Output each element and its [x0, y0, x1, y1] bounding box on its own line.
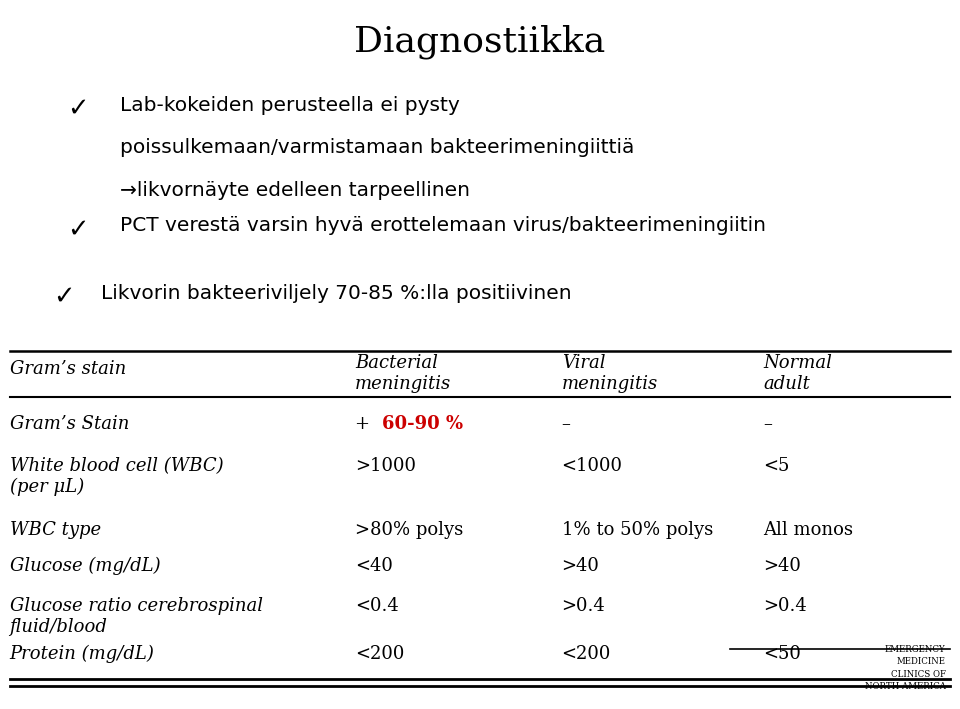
Text: 1% to 50% polys: 1% to 50% polys: [562, 521, 713, 539]
Text: poissulkemaan/varmistamaan bakteerimeningiittiä: poissulkemaan/varmistamaan bakteerimenin…: [120, 138, 635, 157]
Text: 60-90 %: 60-90 %: [382, 415, 464, 432]
Text: Protein (mg/dL): Protein (mg/dL): [10, 645, 155, 664]
Text: >0.4: >0.4: [763, 597, 807, 615]
Text: →likvornäyte edelleen tarpeellinen: →likvornäyte edelleen tarpeellinen: [120, 181, 470, 200]
Text: Likvorin bakteeriviljely 70-85 %:lla positiivinen: Likvorin bakteeriviljely 70-85 %:lla pos…: [101, 284, 571, 303]
Text: Viral
meningitis: Viral meningitis: [562, 354, 658, 393]
Text: <200: <200: [562, 645, 611, 663]
Text: Bacterial
meningitis: Bacterial meningitis: [355, 354, 451, 393]
Text: ✓: ✓: [67, 96, 89, 122]
Text: EMERGENCY
MEDICINE
CLINICS OF
NORTH AMERICA: EMERGENCY MEDICINE CLINICS OF NORTH AMER…: [865, 644, 946, 691]
Text: WBC type: WBC type: [10, 521, 101, 539]
Text: <50: <50: [763, 645, 801, 663]
Text: –: –: [562, 415, 570, 432]
Text: >40: >40: [763, 557, 801, 574]
Text: +: +: [355, 415, 376, 432]
Text: >80% polys: >80% polys: [355, 521, 464, 539]
Text: Diagnostiikka: Diagnostiikka: [354, 25, 606, 60]
Text: <40: <40: [355, 557, 393, 574]
Text: Gram’s stain: Gram’s stain: [10, 360, 126, 378]
Text: PCT verestä varsin hyvä erottelemaan virus/bakteerimeningiitin: PCT verestä varsin hyvä erottelemaan vir…: [120, 216, 766, 235]
Text: Lab-kokeiden perusteella ei pysty: Lab-kokeiden perusteella ei pysty: [120, 96, 460, 115]
Text: >0.4: >0.4: [562, 597, 606, 615]
Text: White blood cell (WBC)
(per μL): White blood cell (WBC) (per μL): [10, 457, 224, 496]
Text: >40: >40: [562, 557, 599, 574]
Text: <1000: <1000: [562, 457, 623, 475]
Text: Glucose (mg/dL): Glucose (mg/dL): [10, 557, 160, 575]
Text: ✓: ✓: [53, 284, 75, 310]
Text: Normal
adult: Normal adult: [763, 354, 832, 393]
Text: ✓: ✓: [67, 216, 89, 242]
Text: –: –: [763, 415, 772, 432]
Text: >1000: >1000: [355, 457, 417, 475]
Text: Glucose ratio cerebrospinal
fluid/blood: Glucose ratio cerebrospinal fluid/blood: [10, 597, 263, 636]
Text: Gram’s Stain: Gram’s Stain: [10, 415, 129, 432]
Text: All monos: All monos: [763, 521, 853, 539]
Text: <5: <5: [763, 457, 789, 475]
Text: <0.4: <0.4: [355, 597, 399, 615]
Text: <200: <200: [355, 645, 404, 663]
